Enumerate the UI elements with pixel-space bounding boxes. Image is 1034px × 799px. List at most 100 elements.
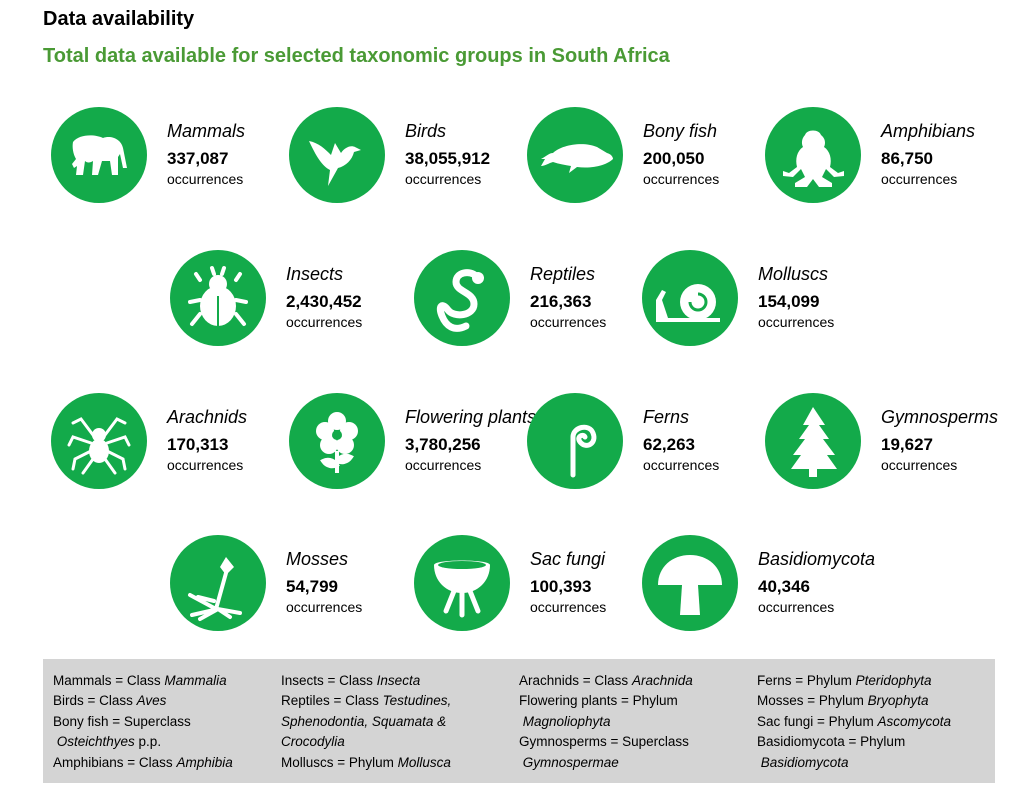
occurrence-unit: occurrences xyxy=(758,599,835,615)
taxon-group-arachnids: Arachnids 170,313 occurrences xyxy=(51,393,381,493)
occurrence-count: 38,055,912 xyxy=(405,149,491,168)
legend-line: Amphibians = Class Amphibia xyxy=(53,753,233,773)
legend-line: Basidiomycota xyxy=(757,753,951,773)
taxon-group-flowering-plants: Flowering plants 3,780,256 occurrences xyxy=(289,393,619,493)
taxon-group-basidiomycota: Basidiomycota 40,346 occurrences xyxy=(642,535,972,635)
occurrence-count: 100,393 xyxy=(530,577,592,596)
snail-icon xyxy=(642,250,738,346)
occurrence-count: 2,430,452 xyxy=(286,292,362,311)
taxon-name: Bony fish xyxy=(643,121,718,141)
occurrence-unit: occurrences xyxy=(530,314,607,330)
taxon-scientific-name: Insecta xyxy=(376,673,421,688)
taxon-name: Molluscs xyxy=(758,264,829,284)
taxon-group-mammals: Mammals 337,087 occurrences xyxy=(51,107,381,207)
legend-text: Gymnosperms = Superclass xyxy=(519,734,689,750)
legend-text: Bony fish = Superclass xyxy=(53,713,191,729)
taxon-name: Mosses xyxy=(286,549,349,569)
occurrence-unit: occurrences xyxy=(643,171,720,187)
taxon-text: Molluscs 154,099 occurrences xyxy=(758,264,908,329)
occurrence-unit: occurrences xyxy=(530,599,607,615)
occurrence-count: 19,627 xyxy=(881,435,933,454)
cup-fungus-icon xyxy=(414,535,510,631)
taxon-name: Ferns xyxy=(643,407,690,427)
spider-icon xyxy=(51,393,147,489)
taxon-scientific-name: Amphibia xyxy=(176,754,233,770)
legend-line: Reptiles = Class Testudines, xyxy=(281,691,451,711)
taxon-group-gymnosperms: Gymnosperms 19,627 occurrences xyxy=(765,393,1034,493)
mushroom-icon xyxy=(642,535,738,631)
legend-line: Gymnospermae xyxy=(519,753,693,773)
flower-icon xyxy=(289,393,385,489)
taxon-name: Gymnosperms xyxy=(881,407,999,427)
taxon-name: Birds xyxy=(405,121,447,141)
legend-text: p.p. xyxy=(134,734,162,750)
legend-column: Insects = Class Insecta Reptiles = Class … xyxy=(281,671,451,773)
legend-line: Bony fish = Superclass xyxy=(53,712,233,732)
taxon-name: Basidiomycota xyxy=(758,549,876,569)
legend-line: Magnoliophyta xyxy=(519,712,693,732)
legend-text: Insects = Class xyxy=(281,673,377,688)
taxon-name: Reptiles xyxy=(530,264,596,284)
taxon-text: Reptiles 216,363 occurrences xyxy=(530,264,680,330)
taxon-name: Arachnids xyxy=(167,407,248,427)
taxon-scientific-name: Testudines, xyxy=(382,693,452,709)
fern-icon xyxy=(527,393,623,489)
taxon-name: Sac fungi xyxy=(530,549,606,569)
taxon-scientific-name: Ascomycota xyxy=(877,713,951,729)
taxon-group-birds: Birds 38,055,912 occurrences xyxy=(289,107,619,207)
occurrence-count: 337,087 xyxy=(167,149,229,168)
snake-icon xyxy=(414,250,510,346)
taxon-text: Gymnosperms 19,627 occurrences xyxy=(881,407,1031,473)
taxon-group-insects: Insects 2,430,452 occurrences xyxy=(170,250,500,350)
legend-text: Ferns = Phylum xyxy=(757,673,856,688)
legend-line: Ferns = Phylum Pteridophyta xyxy=(757,671,951,691)
occurrence-unit: occurrences xyxy=(167,457,244,473)
legend-text: Birds = Class xyxy=(53,693,137,709)
conifer-icon xyxy=(765,393,861,489)
occurrence-count: 3,780,256 xyxy=(405,435,481,454)
taxon-group-ferns: Ferns 62,263 occurrences xyxy=(527,393,857,493)
occurrence-unit: occurrences xyxy=(405,171,482,187)
legend-text: Amphibians = Class xyxy=(53,754,177,770)
occurrence-count: 40,346 xyxy=(758,577,810,596)
legend-text: Flowering plants = Phylum xyxy=(519,693,678,709)
taxon-scientific-name: Osteichthyes xyxy=(53,734,135,750)
page-subtitle: Total data available for selected taxono… xyxy=(43,45,670,67)
elephant-icon xyxy=(51,107,147,203)
taxon-scientific-name: Basidiomycota xyxy=(757,754,849,770)
taxon-text: Mammals 337,087 occurrences xyxy=(167,121,317,187)
taxon-text: Birds 38,055,912 occurrences xyxy=(405,121,555,187)
beetle-icon xyxy=(170,250,266,346)
legend-line: Crocodylia xyxy=(281,732,451,752)
taxon-text: Insects 2,430,452 occurrences xyxy=(286,264,436,329)
legend-text: Mosses = Phylum xyxy=(757,693,868,709)
legend-text: Sac fungi = Phylum xyxy=(757,713,878,729)
occurrence-unit: occurrences xyxy=(881,457,958,473)
occurrence-unit: occurrences xyxy=(643,457,720,473)
taxon-name: Mammals xyxy=(167,121,246,141)
moss-icon xyxy=(170,535,266,631)
taxon-text: Bony fish 200,050 occurrences xyxy=(643,121,793,187)
occurrence-count: 62,263 xyxy=(643,435,695,454)
taxon-scientific-name: Pteridophyta xyxy=(855,673,932,688)
fish-icon xyxy=(527,107,623,203)
legend-line: Flowering plants = Phylum xyxy=(519,691,693,711)
legend-column: Arachnids = Class Arachnida Flowering pla… xyxy=(519,671,693,773)
occurrence-unit: occurrences xyxy=(405,457,482,473)
taxon-text: Sac fungi 100,393 occurrences xyxy=(530,549,680,615)
legend-line: Mosses = Phylum Bryophyta xyxy=(757,691,951,711)
legend-text: Arachnids = Class xyxy=(519,673,632,688)
legend-line: Birds = Class Aves xyxy=(53,691,233,711)
frog-icon xyxy=(765,107,861,203)
taxon-scientific-name: Magnoliophyta xyxy=(519,713,611,729)
occurrence-unit: occurrences xyxy=(167,171,244,187)
taxon-scientific-name: Sphenodontia, Squamata & xyxy=(281,713,447,729)
legend-line: Arachnids = Class Arachnida xyxy=(519,671,693,691)
taxon-scientific-name: Bryophyta xyxy=(867,693,929,709)
taxon-scientific-name: Mammalia xyxy=(164,673,227,688)
taxon-name: Flowering plants xyxy=(405,407,537,427)
legend-line: Molluscs = Phylum Mollusca xyxy=(281,753,451,773)
occurrence-count: 200,050 xyxy=(643,149,705,168)
taxon-group-reptiles: Reptiles 216,363 occurrences xyxy=(414,250,744,350)
taxon-group-bony-fish: Bony fish 200,050 occurrences xyxy=(527,107,857,207)
